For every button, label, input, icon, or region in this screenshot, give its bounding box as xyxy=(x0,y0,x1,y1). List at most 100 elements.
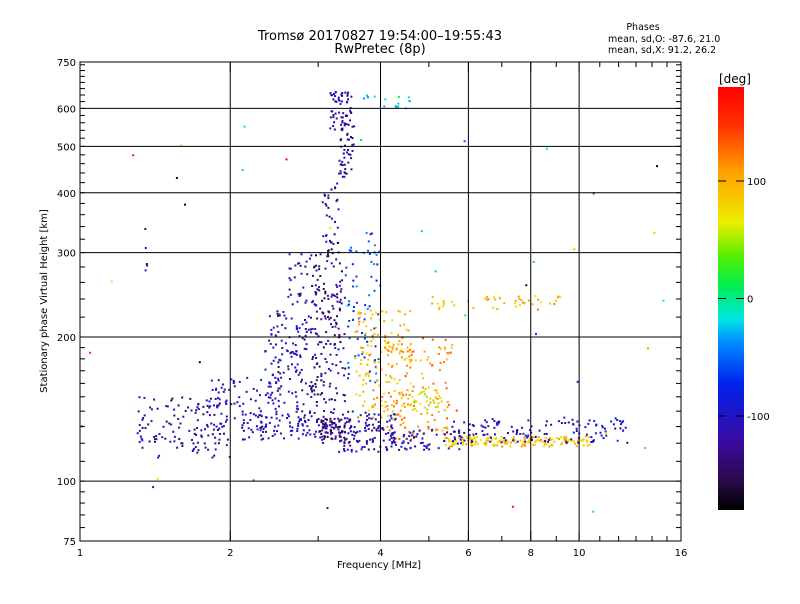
data-point xyxy=(266,392,269,395)
data-point xyxy=(353,437,355,440)
data-point xyxy=(549,439,552,441)
data-point xyxy=(341,279,344,282)
data-point xyxy=(376,263,379,266)
data-point xyxy=(275,417,278,420)
data-point xyxy=(373,95,376,98)
data-point xyxy=(211,433,214,436)
data-point xyxy=(386,425,389,428)
data-point xyxy=(334,399,337,402)
data-point xyxy=(419,442,422,444)
data-point xyxy=(366,415,369,418)
data-point xyxy=(138,396,141,399)
data-point xyxy=(362,404,364,407)
data-point xyxy=(340,100,343,103)
data-point xyxy=(438,369,441,372)
data-point xyxy=(557,420,560,423)
data-point xyxy=(333,121,336,124)
data-point xyxy=(601,426,604,429)
colorbar-tick-label: 0 xyxy=(747,295,753,306)
data-point xyxy=(427,404,430,407)
data-point xyxy=(180,144,183,147)
data-point xyxy=(302,429,305,432)
data-point xyxy=(277,387,280,390)
data-point xyxy=(89,351,92,354)
data-point xyxy=(351,137,354,140)
data-point xyxy=(162,425,165,428)
data-point xyxy=(178,426,181,429)
data-point xyxy=(374,359,376,362)
y-tick-label: 750 xyxy=(57,58,76,69)
data-point xyxy=(317,418,320,421)
data-point xyxy=(208,414,211,417)
data-point xyxy=(425,447,428,449)
data-point xyxy=(319,393,322,396)
data-point xyxy=(334,220,336,223)
data-point xyxy=(225,403,228,405)
data-point xyxy=(353,125,356,128)
data-point xyxy=(391,410,394,413)
data-point xyxy=(486,437,489,440)
data-point xyxy=(342,393,345,396)
data-point xyxy=(260,426,262,429)
data-point xyxy=(594,432,597,435)
data-point xyxy=(347,153,350,156)
data-point xyxy=(550,423,553,426)
data-point xyxy=(474,443,477,446)
data-point xyxy=(365,440,368,443)
data-point xyxy=(214,442,217,445)
data-point xyxy=(341,94,344,97)
data-point xyxy=(482,425,485,428)
data-point xyxy=(451,343,454,346)
data-point xyxy=(440,400,443,403)
data-point xyxy=(316,317,319,320)
data-point xyxy=(196,441,199,444)
data-point xyxy=(345,437,348,440)
data-point xyxy=(427,356,430,359)
data-point xyxy=(320,372,323,375)
data-point xyxy=(362,378,365,381)
data-point xyxy=(363,446,366,448)
data-point xyxy=(252,387,255,390)
data-point xyxy=(343,436,346,439)
data-point xyxy=(406,389,409,392)
data-point xyxy=(359,362,362,365)
data-point xyxy=(206,425,209,428)
data-point xyxy=(287,390,290,393)
data-point xyxy=(423,390,426,393)
data-point xyxy=(653,232,656,235)
data-point xyxy=(324,426,327,429)
data-point xyxy=(512,438,515,441)
data-point xyxy=(330,430,332,433)
data-point xyxy=(411,408,414,411)
data-point xyxy=(347,432,350,435)
data-point xyxy=(423,444,426,447)
data-point xyxy=(258,394,261,397)
data-point xyxy=(404,313,407,316)
data-point xyxy=(172,430,175,433)
data-point xyxy=(381,404,384,407)
data-point xyxy=(346,448,349,451)
data-point xyxy=(280,376,283,379)
data-point xyxy=(454,438,456,441)
data-point xyxy=(336,242,339,244)
data-point xyxy=(494,298,497,301)
data-point xyxy=(301,323,304,326)
data-point xyxy=(329,382,332,385)
data-point xyxy=(447,447,450,450)
data-point xyxy=(373,426,376,429)
data-point xyxy=(374,381,377,384)
data-point xyxy=(348,300,351,303)
data-point xyxy=(297,422,300,425)
data-point xyxy=(570,438,573,441)
data-point xyxy=(295,353,298,356)
data-point xyxy=(422,432,425,435)
data-point xyxy=(338,307,341,310)
data-point xyxy=(590,436,593,439)
data-point xyxy=(338,334,341,336)
colorbar-tick-label: -100 xyxy=(747,412,770,423)
data-point xyxy=(343,122,346,125)
data-point xyxy=(346,100,349,103)
data-point xyxy=(335,200,338,203)
data-point xyxy=(315,430,317,433)
data-point xyxy=(171,397,174,400)
